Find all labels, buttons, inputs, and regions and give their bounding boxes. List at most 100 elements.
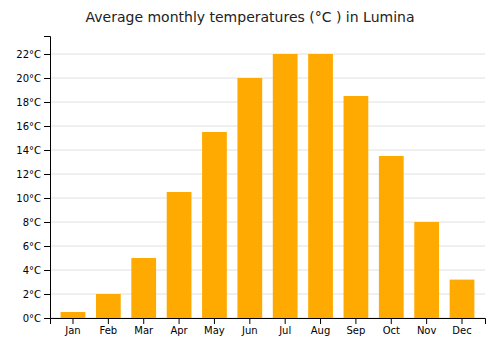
y-tick: 20°C: [16, 73, 50, 84]
tick-label: Mar: [134, 325, 154, 336]
tick-mark: [426, 318, 427, 324]
tick-mark: [44, 54, 50, 55]
tick-label: Feb: [99, 325, 117, 336]
y-tick: 4°C: [23, 265, 50, 276]
bar: [414, 222, 439, 318]
tick-mark: [44, 294, 50, 295]
y-tick: 14°C: [16, 145, 50, 156]
tick-label: 0°C: [23, 313, 41, 324]
x-tick: Aug: [311, 318, 331, 336]
bar: [202, 132, 227, 318]
tick-label: 16°C: [16, 121, 41, 132]
x-tick: Jul: [278, 318, 291, 336]
tick-mark: [44, 78, 50, 79]
tick-mark: [108, 318, 109, 324]
tick-label: Nov: [417, 325, 437, 336]
tick-mark: [44, 102, 50, 103]
x-tick: Sep: [346, 318, 365, 336]
grid-line: [50, 150, 485, 151]
grid: [50, 54, 485, 318]
grid-line: [50, 174, 485, 175]
tick-label: 22°C: [16, 49, 41, 60]
x-tick: Jun: [241, 318, 258, 336]
x-axis: Jan Feb Mar Apr May Jun Jul Aug Sep Oct Nov Dec: [51, 318, 486, 336]
x-tick: May: [204, 318, 225, 336]
bar: [450, 280, 475, 318]
x-tick: Dec: [452, 318, 471, 336]
grid-line: [50, 78, 485, 79]
tick-mark: [462, 318, 463, 324]
tick-mark: [44, 270, 50, 271]
y-tick: 18°C: [16, 97, 50, 108]
tick-mark: [214, 318, 215, 324]
tick-label: Dec: [452, 325, 471, 336]
tick-label: Apr: [170, 325, 188, 336]
bar: [344, 96, 369, 318]
grid-line: [50, 126, 485, 127]
x-tick: Feb: [99, 318, 117, 336]
bar: [167, 192, 192, 318]
bar: [379, 156, 404, 318]
tick-mark: [320, 318, 321, 324]
grid-line: [50, 198, 485, 199]
tick-label: 20°C: [16, 73, 41, 84]
axis-line: [51, 319, 486, 325]
tick-label: Jul: [278, 325, 291, 336]
tick-label: 2°C: [23, 289, 41, 300]
y-tick: 22°C: [16, 49, 50, 60]
grid-line: [50, 54, 485, 55]
tick-mark: [179, 318, 180, 324]
bar: [96, 294, 121, 318]
y-tick: 8°C: [23, 217, 50, 228]
axis-line: [44, 37, 51, 319]
tick-label: Jan: [64, 325, 80, 336]
y-tick: 2°C: [23, 289, 50, 300]
tick-label: 4°C: [23, 265, 41, 276]
y-tick: 10°C: [16, 193, 50, 204]
tick-label: 14°C: [16, 145, 41, 156]
tick-label: Aug: [311, 325, 331, 336]
y-tick: 12°C: [16, 169, 50, 180]
tick-label: 10°C: [16, 193, 41, 204]
x-tick: Mar: [134, 318, 154, 336]
x-tick: Oct: [383, 318, 400, 336]
tick-mark: [44, 150, 50, 151]
tick-mark: [44, 174, 50, 175]
y-tick: 0°C: [23, 313, 50, 324]
y-axis: 0°C 2°C 4°C 6°C 8°C 10°C 12°C 14°C 16°C 18°C 20°C 2…: [16, 37, 50, 324]
bar: [273, 54, 298, 318]
plot: 0°C 2°C 4°C 6°C 8°C 10°C 12°C 14°C 16°C 18°C 20°C 2…: [16, 37, 485, 337]
bar: [131, 258, 156, 318]
tick-mark: [44, 126, 50, 127]
chart: 0°C 2°C 4°C 6°C 8°C 10°C 12°C 14°C 16°C 18°C 20°C 2…: [0, 0, 500, 350]
x-tick: Apr: [170, 318, 188, 336]
tick-mark: [44, 222, 50, 223]
tick-mark: [44, 318, 50, 319]
tick-label: Oct: [383, 325, 400, 336]
x-tick: Jan: [64, 318, 80, 336]
tick-mark: [391, 318, 392, 324]
tick-mark: [355, 318, 356, 324]
tick-mark: [249, 318, 250, 324]
tick-mark: [143, 318, 144, 324]
y-tick: 6°C: [23, 241, 50, 252]
tick-label: 8°C: [23, 217, 41, 228]
bar: [308, 54, 333, 318]
tick-mark: [285, 318, 286, 324]
bar: [61, 312, 86, 318]
tick-label: Sep: [346, 325, 365, 336]
tick-mark: [72, 318, 73, 324]
y-tick: 16°C: [16, 121, 50, 132]
title: Average monthly temperatures (°C ) in Lu…: [86, 9, 415, 25]
tick-label: May: [204, 325, 225, 336]
tick-mark: [44, 246, 50, 247]
bars: [61, 54, 475, 318]
tick-label: 18°C: [16, 97, 41, 108]
tick-mark: [44, 198, 50, 199]
tick-label: Jun: [241, 325, 258, 336]
x-tick: Nov: [417, 318, 437, 336]
tick-label: 12°C: [16, 169, 41, 180]
tick-label: 6°C: [23, 241, 41, 252]
grid-line: [50, 102, 485, 103]
bar: [237, 78, 262, 318]
